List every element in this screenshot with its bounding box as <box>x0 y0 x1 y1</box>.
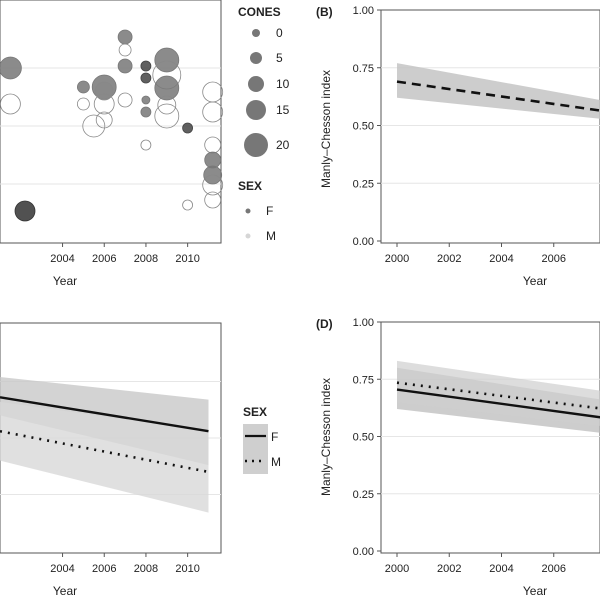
xtick-label: 2010 <box>175 563 199 575</box>
xtick-label: 2006 <box>542 253 566 265</box>
ytick-label: 0.25 <box>353 489 374 501</box>
xtick-label: 2000 <box>385 563 409 575</box>
legend-cones-marker <box>250 52 262 64</box>
trend-line-f <box>0 396 209 433</box>
panel-a-bubble <box>182 122 194 134</box>
xtick-label: 2000 <box>385 253 409 265</box>
legend-c-f-label: F <box>271 430 278 444</box>
panel-a-bubble <box>118 43 132 57</box>
panel-a-bubble <box>82 114 106 138</box>
panel-b-frame <box>380 9 600 244</box>
panel-b-label: (B) <box>316 5 333 19</box>
legend-cones-marker <box>252 29 260 37</box>
panel-a-bubble <box>95 111 113 129</box>
panel-a-bubble <box>140 72 152 84</box>
panel-a-legend: CONES 0 5 10 15 20 SEX F M <box>238 5 290 243</box>
xtick-label: 2004 <box>489 253 513 265</box>
panel-a-bubble <box>117 58 133 74</box>
panel-a-xlabel: Year <box>53 274 77 288</box>
panel-b-ylabel: Manly–Chesson index <box>319 70 333 188</box>
panel-b: (B) Manly–Chesson index 0.00 0.25 0.50 0.75… <box>316 5 600 288</box>
panel-a-bubble <box>182 199 194 211</box>
panel-b-xlabel: Year <box>523 274 547 288</box>
panel-a-bubble <box>77 80 90 94</box>
panel-a-bubble <box>154 103 180 129</box>
panel-a-xtick-label: 2010 <box>175 253 199 265</box>
ytick-label: 0.25 <box>353 178 374 190</box>
panel-c-legend: SEX F M <box>243 405 281 474</box>
panel-d-frame <box>380 321 600 554</box>
legend-sex-m-marker <box>245 233 251 239</box>
ytick-label: 0.50 <box>353 121 374 133</box>
panel-a-bubble <box>14 200 36 222</box>
panel-a-bubble <box>117 29 133 45</box>
panel-a: 2004 2006 2008 2010 Year <box>0 0 224 288</box>
ytick-label: 0.00 <box>353 236 374 248</box>
ytick-label: 1.00 <box>353 317 374 329</box>
panel-a-bubble <box>202 101 224 123</box>
ytick-label: 0.75 <box>353 374 374 386</box>
xtick-label: 2006 <box>92 563 116 575</box>
panel-a-xtick-label: 2004 <box>50 253 74 265</box>
ytick-label: 0.00 <box>353 546 374 558</box>
xtick-label: 2002 <box>437 563 461 575</box>
xtick-label: 2006 <box>542 563 566 575</box>
panel-a-bubble <box>140 60 152 72</box>
panel-a-xtick-label: 2008 <box>134 253 158 265</box>
panel-a-bubble <box>94 81 114 101</box>
legend-sex-title: SEX <box>238 179 262 193</box>
legend-cones-label: 10 <box>276 77 290 91</box>
legend-c-sex-title: SEX <box>243 405 267 419</box>
panel-a-frame <box>0 0 222 244</box>
panel-a-bubble <box>154 75 180 101</box>
ytick-label: 0.75 <box>353 63 374 75</box>
panel-d-ylabel: Manly–Chesson index <box>319 378 333 496</box>
legend-cones-marker <box>244 133 268 157</box>
xtick-label: 2002 <box>437 253 461 265</box>
panel-a-bubble <box>202 174 224 196</box>
panel-a-bubble <box>154 47 180 73</box>
legend-cones-label: 0 <box>276 26 283 40</box>
ci-band <box>397 63 600 119</box>
panel-d: (D) Manly–Chesson index 0.00 0.25 0.50 0.75… <box>316 317 600 598</box>
panel-a-bubble <box>157 95 177 115</box>
panel-a-bubble <box>0 56 22 80</box>
legend-sex-f-marker <box>245 208 251 214</box>
legend-cones-title: CONES <box>238 5 281 19</box>
xtick-label: 2008 <box>134 563 158 575</box>
trend-line-f <box>396 388 600 419</box>
legend-cones-marker <box>246 100 266 120</box>
legend-cones-label: 20 <box>276 138 290 152</box>
ytick-label: 1.00 <box>353 5 374 17</box>
panel-a-bubble <box>204 191 222 209</box>
panel-a-bubble <box>140 106 152 118</box>
panel-c: 2004 2006 2008 2010 Year <box>0 322 222 598</box>
ytick-label: 0.50 <box>353 432 374 444</box>
legend-sex-f-label: F <box>266 204 273 218</box>
panel-a-bubble <box>77 97 90 111</box>
trend-line <box>396 80 600 112</box>
ci-band-m <box>0 401 209 513</box>
panel-d-label: (D) <box>316 317 333 331</box>
trend-line-m <box>0 429 209 474</box>
panel-c-xlabel: Year <box>53 584 77 598</box>
panel-d-xlabel: Year <box>523 584 547 598</box>
panel-a-bubble <box>93 93 115 115</box>
legend-c-m-swatch <box>243 449 268 474</box>
legend-c-m-label: M <box>271 455 281 469</box>
panel-a-bubble <box>117 92 133 108</box>
panel-a-bubble <box>140 139 152 151</box>
legend-cones-label: 5 <box>276 51 283 65</box>
panel-a-bubble <box>0 93 21 115</box>
legend-cones-marker <box>248 76 264 92</box>
panel-a-xtick-label: 2006 <box>92 253 116 265</box>
legend-cones-label: 15 <box>276 103 290 117</box>
legend-sex-m-label: M <box>266 229 276 243</box>
xtick-label: 2004 <box>50 563 74 575</box>
xtick-label: 2004 <box>489 563 513 575</box>
panel-a-bubble <box>141 95 151 105</box>
